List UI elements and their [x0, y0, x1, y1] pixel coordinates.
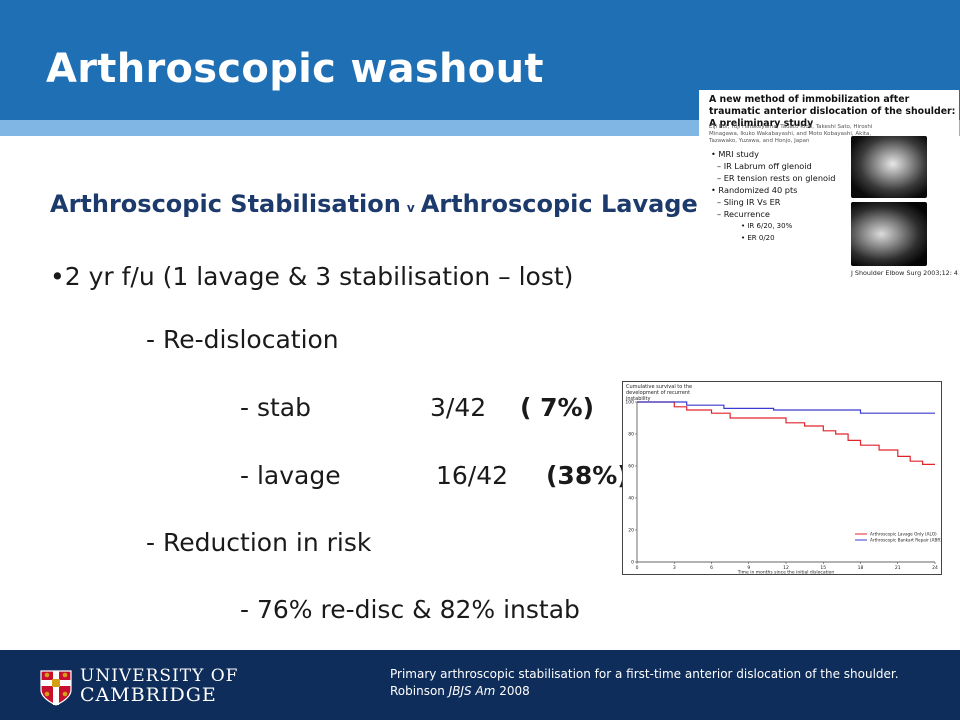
x-tick-label: 3 [673, 565, 676, 571]
footer-bar [0, 650, 960, 720]
reference-journal: JBJS Am [448, 684, 496, 698]
paper-citation: J Shoulder Elbow Surg 2003;12: 413-15 [851, 269, 959, 277]
paper-bullet: • MRI study [711, 149, 759, 159]
follow-up-bullet: •2 yr f/u (1 lavage & 3 stabilisation – … [50, 262, 574, 291]
series-line-0 [637, 401, 935, 466]
chart-title: Cumulative survival to the development o… [626, 384, 693, 402]
reduction-values: - 76% re-disc & 82% instab [240, 595, 580, 624]
legend-label-0: Arthroscopic Lavage Only (ALO) [870, 532, 937, 537]
stab-label: - stab [240, 393, 311, 422]
slide-title: Arthroscopic washout [46, 46, 544, 92]
reduction-heading: - Reduction in risk [146, 528, 372, 557]
y-tick-label: 60 [628, 464, 634, 470]
lavage-value: 16/42 [436, 461, 509, 490]
subtitle-right: Arthroscopic Lavage [420, 190, 698, 218]
y-tick-label: 20 [628, 528, 634, 534]
reference-text: Primary arthroscopic stabilisation for a… [390, 666, 899, 700]
paper-title: A new method of immobilization after tra… [709, 94, 956, 129]
reference-title: Primary arthroscopic stabilisation for a… [390, 667, 899, 681]
university-line-2: CAMBRIDGE [80, 684, 217, 706]
lavage-row: - lavage 16/42 (38%) [240, 461, 629, 490]
reference-year: 2008 [499, 684, 530, 698]
stab-row: - stab 3/42 ( 7%) [240, 393, 594, 422]
y-tick-label: 80 [628, 432, 634, 438]
paper-bullet: – IR Labrum off glenoid [717, 161, 812, 171]
paper-bullet: – Sling IR Vs ER [717, 197, 781, 207]
redislocation-heading: - Re-dislocation [146, 325, 339, 354]
paper-bullet: • Randomized 40 pts [711, 185, 798, 195]
x-tick-label: 24 [932, 565, 938, 571]
x-tick-label: 0 [636, 565, 639, 571]
series-line-1 [637, 401, 935, 414]
y-tick-label: 40 [628, 496, 634, 502]
x-tick-label: 15 [820, 565, 826, 571]
paper-bullet: • ER 0/20 [741, 234, 775, 242]
survival-chart-plot: 0 20 40 60 80 100 0 3 6 9 12 15 18 21 24 Time in months… [625, 400, 941, 575]
x-tick-label: 21 [895, 565, 901, 571]
x-tick-label: 18 [858, 565, 864, 571]
x-tick-label: 12 [783, 565, 789, 571]
legend-label-1: Arthroscopic Bankart Repair (ABR) [870, 538, 941, 543]
lavage-percent: (38%) [546, 461, 629, 490]
reference-source: Robinson JBJS Am 2008 [390, 683, 899, 700]
mri-image-top [851, 136, 927, 198]
paper-authors: Eiji Itoi, Yuji Hatakeyama, Tadato Kido,… [709, 124, 873, 144]
lavage-label: - lavage [240, 461, 341, 490]
paper-thumbnail: A new method of immobilization after tra… [699, 90, 959, 280]
mri-image-bottom [851, 202, 927, 266]
subtitle-left: Arthroscopic Stabilisation [50, 190, 401, 218]
comparison-subtitle: Arthroscopic Stabilisation v Arthroscopic … [50, 190, 698, 218]
paper-bullet: • IR 6/20, 30% [741, 222, 793, 230]
y-tick-label: 100 [625, 400, 634, 406]
survival-chart: Cumulative survival to the development o… [622, 381, 942, 575]
reference-author: Robinson [390, 684, 445, 698]
paper-bullet-list: • MRI study – IR Labrum off glenoid – ER… [711, 148, 861, 244]
university-crest-icon [40, 670, 72, 706]
x-tick-label: 6 [710, 565, 713, 571]
university-line-1: UNIVERSITY OF [80, 666, 239, 686]
university-wordmark: UNIVERSITY OF CAMBRIDGE [80, 667, 238, 705]
stab-percent: ( 7%) [520, 393, 594, 422]
y-tick-label: 0 [631, 560, 634, 566]
x-axis-label: Time in months since the initial disloca… [737, 570, 835, 575]
paper-bullet: – ER tension rests on glenoid [717, 173, 836, 183]
x-tick-label: 9 [747, 565, 750, 571]
paper-bullet: – Recurrence [717, 209, 770, 219]
subtitle-versus: v [406, 201, 415, 215]
stab-value: 3/42 [430, 393, 487, 422]
